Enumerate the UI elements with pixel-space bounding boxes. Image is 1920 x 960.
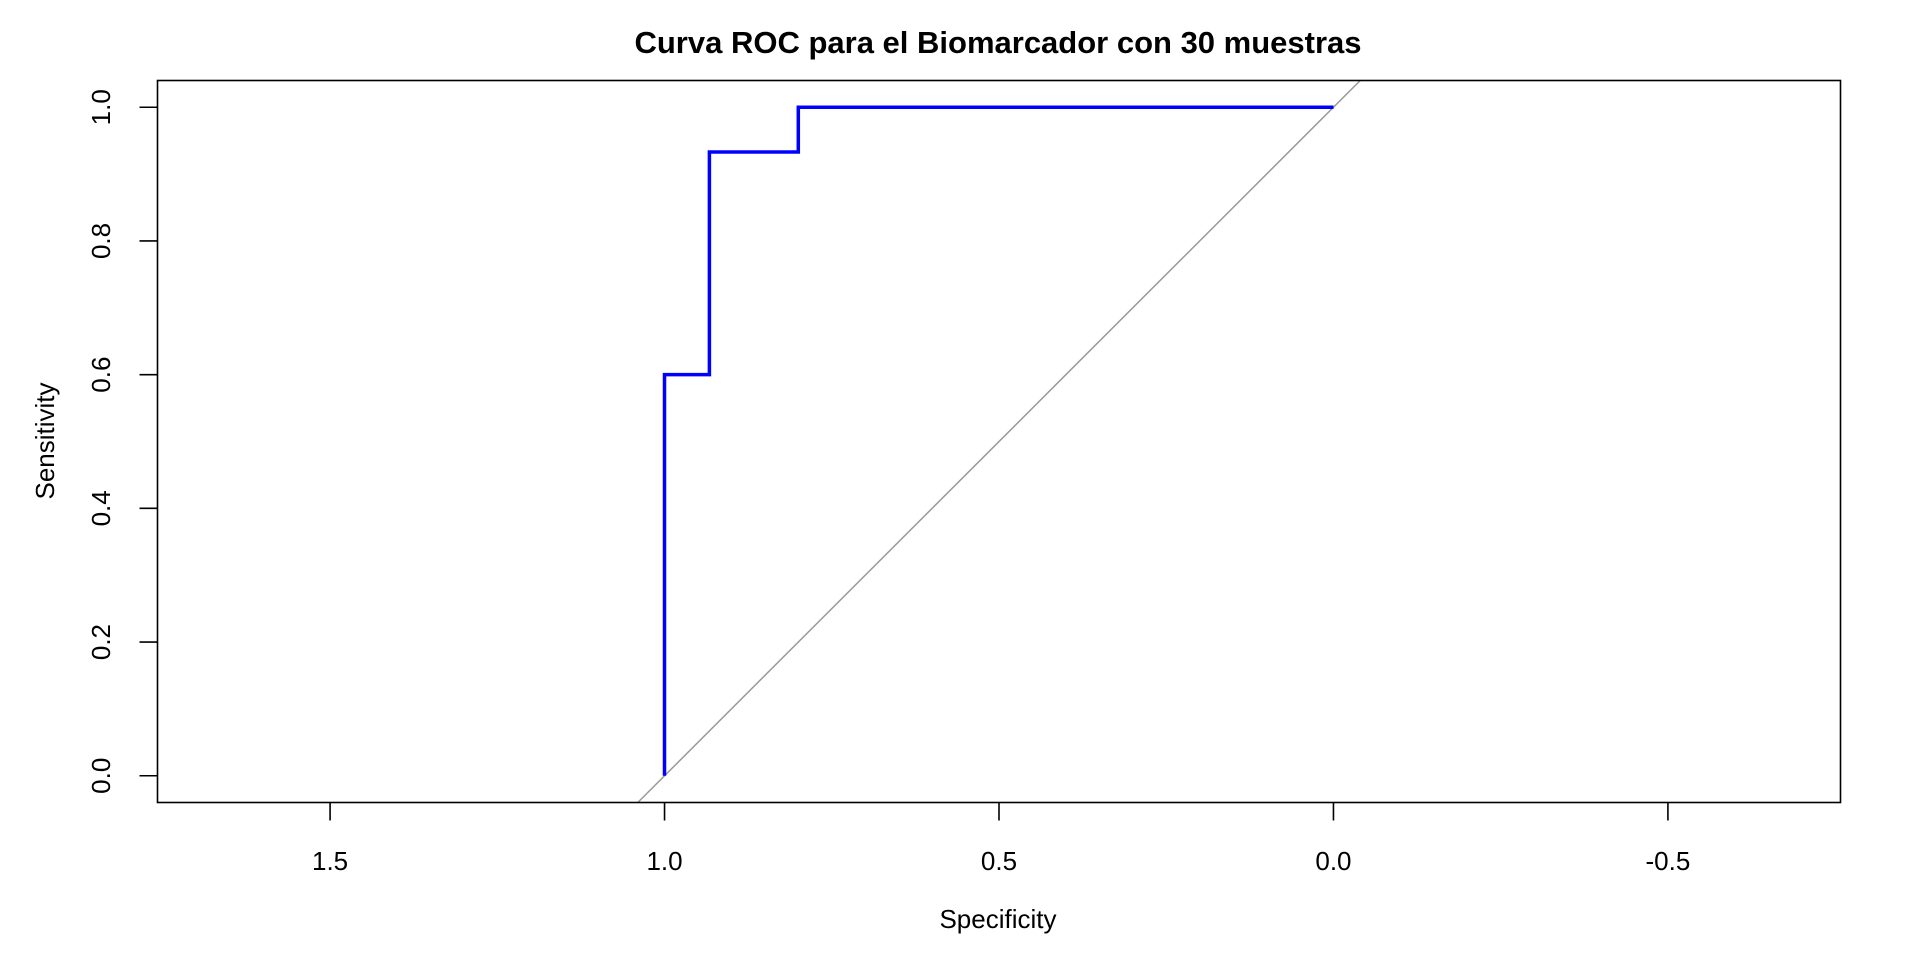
y-tick-label: 0.0 — [86, 758, 116, 794]
reference-diagonal-line — [637, 79, 1361, 804]
x-tick-label: 1.0 — [646, 846, 682, 876]
x-tick-label: -0.5 — [1646, 846, 1691, 876]
x-tick-label: 1.5 — [312, 846, 348, 876]
y-tick-label: 0.2 — [86, 624, 116, 660]
y-tick-label: 0.4 — [86, 490, 116, 526]
roc-curve-line — [662, 105, 1334, 776]
y-axis-label: Sensitivity — [30, 382, 60, 499]
x-tick-label: 0.0 — [1315, 846, 1351, 876]
x-tick-label: 0.5 — [981, 846, 1017, 876]
y-tick-label: 1.0 — [86, 89, 116, 125]
y-tick-label: 0.8 — [86, 223, 116, 259]
chart-title: Curva ROC para el Biomarcador con 30 mue… — [634, 25, 1361, 60]
x-axis-label: Specificity — [939, 904, 1056, 934]
y-tick-label: 0.6 — [86, 357, 116, 393]
